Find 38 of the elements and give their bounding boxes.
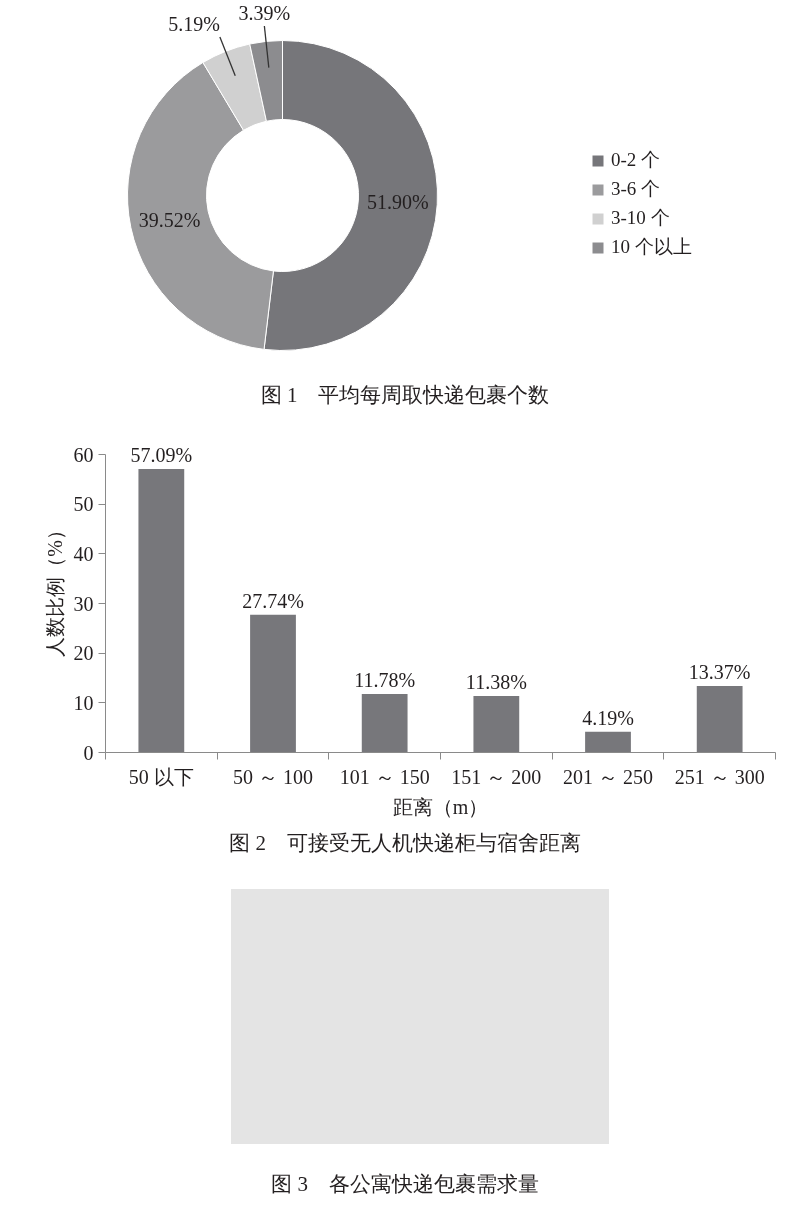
y-tick-label: 40 — [73, 542, 94, 565]
data-label: 5.19% — [168, 12, 220, 35]
legend-label: 10 个以上 — [611, 235, 692, 259]
data-label: 4.19% — [582, 706, 634, 729]
text: 图 3 各公寓快递包裹需求量 — [271, 1171, 539, 1198]
y-tick-label: 60 — [73, 443, 94, 466]
legend-label: 3-10 个 — [611, 206, 670, 230]
text: 图 1 平均每周取快递包裹个数 — [260, 382, 550, 409]
legend-label: 0-2 个 — [611, 148, 661, 172]
y-tick-label: 10 — [73, 691, 94, 714]
data-label: 57.09% — [130, 443, 193, 466]
data-label: 51.90% — [366, 191, 429, 214]
data-label: 11.38% — [465, 670, 527, 693]
y-tick-label: 20 — [73, 642, 94, 665]
data-label: 3.39% — [238, 1, 291, 24]
x-tick-label: 201 ～ 250 — [563, 765, 653, 788]
bar — [250, 614, 296, 753]
data-label: 39.52% — [138, 208, 201, 231]
data-label: 11.78% — [354, 668, 416, 691]
text: 图 2 可接受无人机快递柜与宿舍距离 — [229, 830, 581, 857]
y-tick-label: 0 — [83, 741, 94, 764]
x-axis-title: 距离（m） — [392, 795, 489, 818]
legend-label: 3-6 个 — [611, 177, 661, 201]
x-tick-label: 151 ～ 200 — [451, 765, 542, 788]
bar — [138, 468, 185, 753]
bar — [473, 695, 520, 753]
data-label: 27.74% — [242, 589, 304, 612]
y-axis-title: 人数比例（%） — [43, 520, 66, 657]
x-tick-label: 50 以下 — [128, 765, 194, 788]
x-tick-label: 50 ～ 100 — [233, 765, 313, 788]
bar — [585, 731, 631, 753]
data-label: 13.37% — [688, 661, 751, 684]
bar — [696, 686, 743, 753]
y-tick-label: 30 — [73, 592, 94, 615]
bar — [361, 693, 408, 753]
y-tick-label: 50 — [73, 493, 94, 516]
x-tick-label: 251 ～ 300 — [674, 765, 765, 788]
x-tick-label: 101 ～ 150 — [339, 765, 430, 788]
